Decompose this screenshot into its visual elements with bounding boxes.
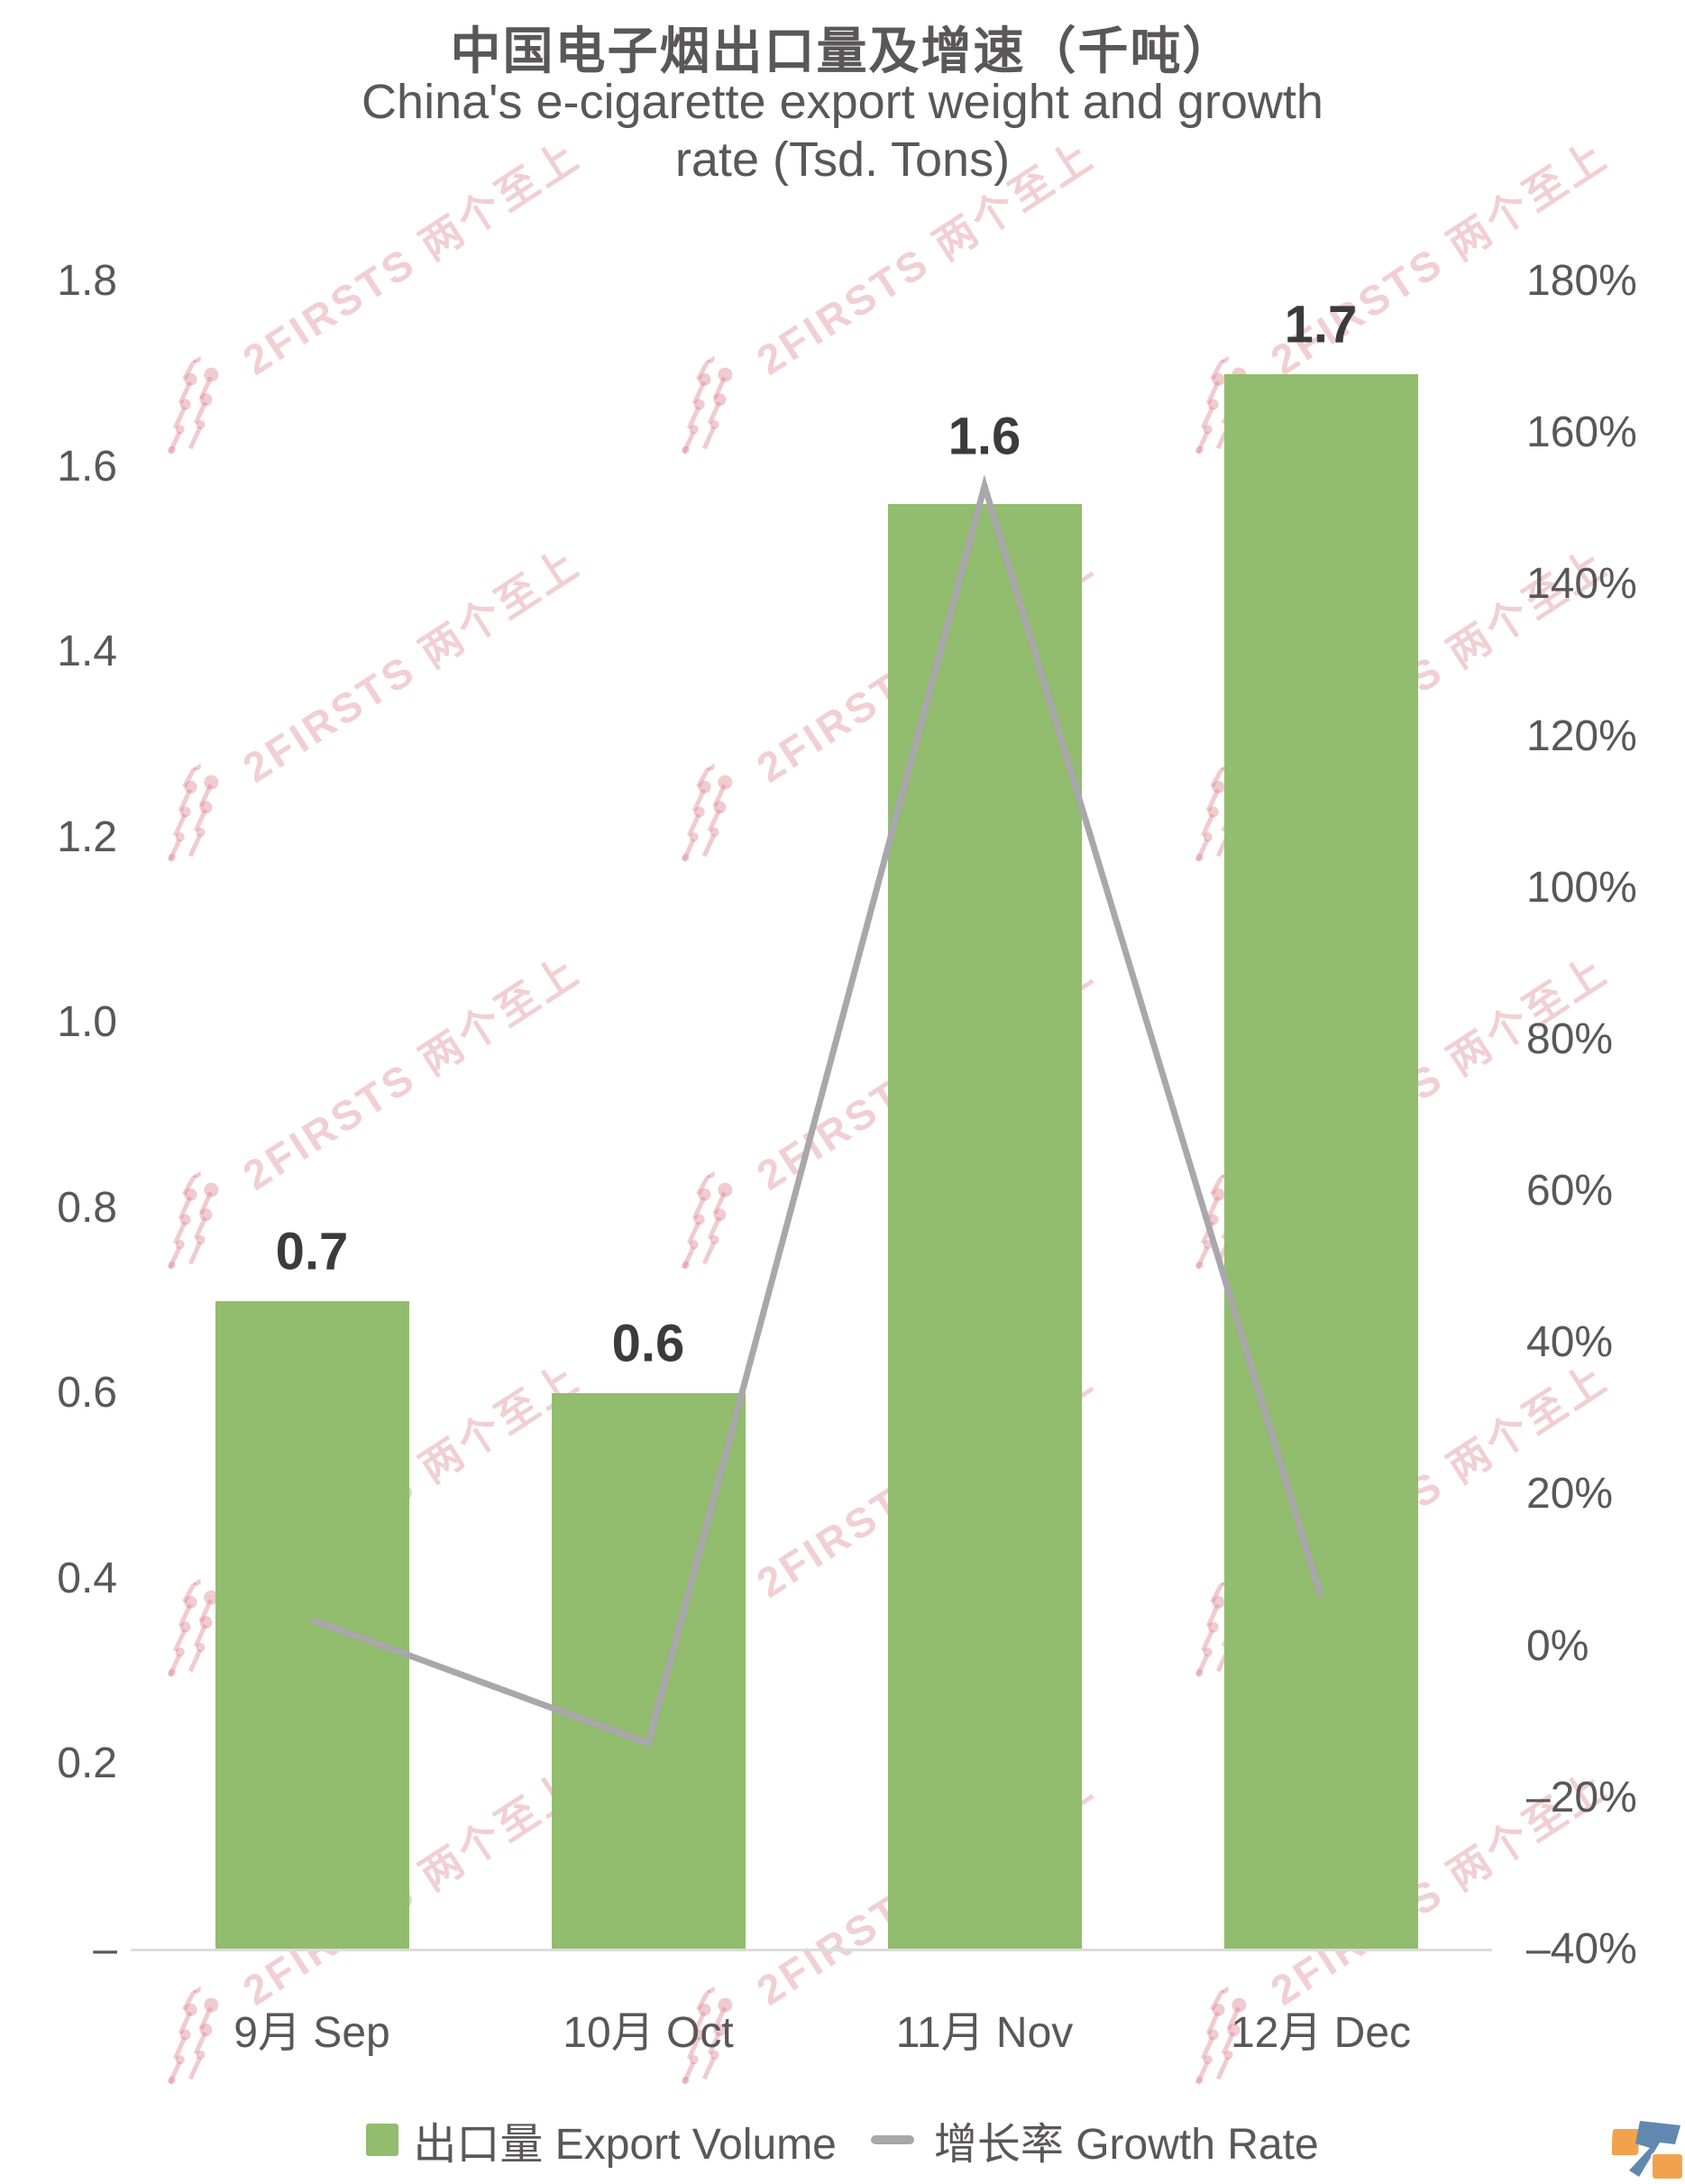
legend-bar-label: 出口量 Export Volume xyxy=(413,2121,837,2169)
x-axis-label-12月 Dec: 12月 Dec xyxy=(1230,2009,1412,2057)
right-axis-tick-label: 0% xyxy=(1526,1621,1589,1670)
legend-bar-swatch-icon xyxy=(366,2124,399,2156)
left-axis-tick-label: 1.0 xyxy=(57,998,117,1047)
watermark: 2FIRSTS 两个至上 xyxy=(128,531,600,875)
chart-legend: 出口量 Export Volume 增长率 Growth Rate xyxy=(0,2108,1685,2171)
left-axis-tick-label: 0.8 xyxy=(57,1183,117,1232)
x-axis-label-11月 Nov: 11月 Nov xyxy=(895,2009,1074,2057)
right-axis-tick-label: 140% xyxy=(1526,560,1637,609)
left-axis-tick-label: – xyxy=(93,1925,117,1973)
bar-12月 Dec xyxy=(1223,373,1418,1950)
right-axis-tick-label: 40% xyxy=(1526,1318,1614,1367)
bar-value-label: 0.6 xyxy=(611,1314,685,1373)
x-axis-label-10月 Oct: 10月 Oct xyxy=(563,2009,734,2057)
right-axis-tick-label: 180% xyxy=(1526,257,1637,305)
right-axis-tick-label: 160% xyxy=(1526,408,1637,457)
watermark: 2FIRSTS 两个至上 xyxy=(1670,939,1685,1282)
x-axis-label-9月 Sep: 9月 Sep xyxy=(234,2009,390,2057)
x-axis-line xyxy=(131,1949,1492,1951)
left-axis-tick-label: 0.6 xyxy=(57,1369,117,1418)
right-axis-tick-label: –20% xyxy=(1526,1773,1637,1822)
legend-line-label: 增长率 Growth Rate xyxy=(933,2121,1319,2169)
chart-title-english-line1: China's e-cigarette export weight and gr… xyxy=(362,75,1323,129)
right-axis-tick-label: –40% xyxy=(1526,1925,1637,1973)
watermark-text: 2FIRSTS 两个至上 xyxy=(234,538,589,792)
chart-title-english-line2: rate (Tsd. Tons) xyxy=(674,133,1011,187)
bar-value-label: 1.7 xyxy=(1284,295,1358,354)
bar-9月 Sep xyxy=(215,1300,409,1950)
watermark-text: 2FIRSTS 两个至上 xyxy=(234,946,589,1199)
bar-value-label: 0.7 xyxy=(275,1222,349,1281)
chart-title-chinese: 中国电子烟出口量及增速（千吨） xyxy=(450,23,1235,79)
right-axis-tick-label: 60% xyxy=(1526,1167,1614,1216)
right-axis-tick-label: 100% xyxy=(1526,863,1637,912)
right-axis-tick-label: 120% xyxy=(1526,711,1637,760)
left-axis-tick-label: 1.6 xyxy=(57,442,117,491)
right-axis-tick-label: 80% xyxy=(1526,1014,1614,1063)
left-axis-tick-label: 1.4 xyxy=(57,628,117,676)
bar-11月 Nov xyxy=(887,503,1082,1950)
right-axis-tick-label: 20% xyxy=(1526,1470,1614,1519)
bar-value-label: 1.6 xyxy=(948,407,1021,466)
left-axis-tick-label: 0.4 xyxy=(57,1554,117,1602)
2firsts-logo-icon xyxy=(1611,2115,1684,2180)
legend-line-swatch-icon xyxy=(870,2135,914,2144)
left-axis-tick-label: 0.2 xyxy=(57,1739,117,1788)
bar-10月 Oct xyxy=(551,1393,746,1950)
left-axis-tick-label: 1.8 xyxy=(57,257,117,305)
left-axis-tick-label: 1.2 xyxy=(57,812,117,861)
